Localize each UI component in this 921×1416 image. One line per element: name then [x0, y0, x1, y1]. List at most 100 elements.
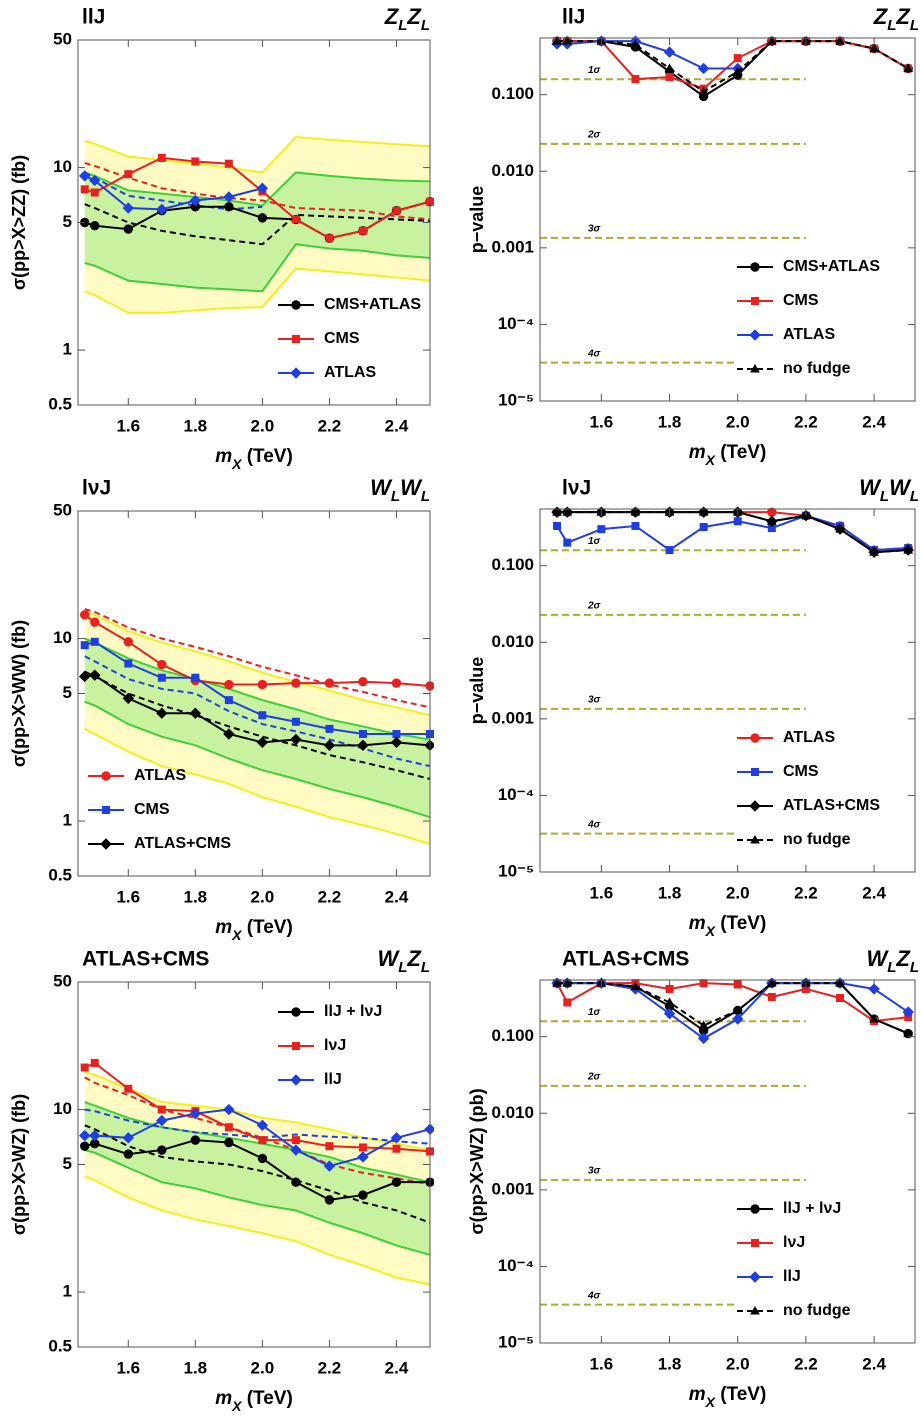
y-tick-label: 5 [63, 683, 72, 702]
plot [78, 608, 434, 845]
marker [80, 641, 89, 650]
plot [540, 506, 914, 835]
sigma-label: 2σ [587, 601, 601, 612]
legend-label: CMS [783, 292, 819, 309]
marker [90, 221, 100, 231]
marker [563, 538, 572, 547]
marker [123, 1149, 133, 1159]
legend-label: lνJ [324, 1037, 346, 1054]
x-tick-label: 2.4 [862, 883, 886, 902]
x-label-main: m [215, 446, 232, 467]
marker [392, 729, 401, 738]
marker [902, 1006, 914, 1018]
marker [258, 711, 267, 720]
marker [156, 707, 168, 719]
band-edge [84, 171, 431, 207]
marker [257, 213, 268, 223]
marker [358, 226, 367, 235]
marker [392, 206, 401, 215]
corner-sub: L [391, 488, 400, 505]
marker [189, 707, 202, 719]
plot [540, 977, 914, 1306]
panel-title: llJ [562, 6, 585, 29]
marker [835, 36, 845, 45]
marker [390, 1132, 403, 1144]
marker [291, 215, 300, 224]
panel-title: ATLAS+CMS [82, 948, 209, 971]
legend-label: llJ + lνJ [324, 1003, 382, 1020]
series-line [557, 511, 909, 552]
marker [767, 992, 776, 1001]
marker [732, 66, 743, 76]
x-tick-label: 2.2 [318, 416, 342, 435]
marker [224, 159, 233, 168]
x-tick-label: 1.8 [658, 1354, 682, 1373]
y-tick-label: 50 [53, 500, 72, 519]
marker [291, 1136, 300, 1145]
marker [631, 521, 640, 530]
series-line [84, 203, 431, 246]
corner-label: WLZL [377, 946, 430, 977]
marker [630, 507, 641, 516]
x-tick-label: 1.8 [184, 416, 208, 435]
corner-sub: L [910, 959, 919, 976]
marker [749, 329, 761, 341]
panel-title: llJ [82, 6, 105, 29]
y-tick-label: 10⁻⁴ [498, 785, 534, 804]
corner-main: W [859, 475, 882, 500]
marker [290, 1144, 302, 1156]
x-axis-label: mX (TeV) [215, 446, 293, 472]
x-tick-label: 1.6 [116, 887, 140, 906]
y-tick-label: 0.001 [491, 708, 534, 727]
marker [224, 679, 234, 690]
series-line [557, 511, 909, 554]
x-tick-label: 2.2 [794, 412, 818, 431]
y-tick-label: 0.5 [48, 1336, 72, 1355]
x-tick-label: 2.0 [726, 412, 750, 431]
marker [291, 1177, 301, 1187]
y-tick-label: 1 [63, 811, 72, 830]
y-tick-label: 10 [53, 1099, 72, 1118]
series-line [557, 982, 909, 1035]
marker [562, 978, 573, 987]
corner-label: WLWL [370, 475, 430, 506]
sigma-label: 2σ [587, 130, 601, 141]
marker [325, 234, 334, 243]
marker [663, 46, 676, 58]
x-label-after: (TeV) [241, 1388, 292, 1409]
legend-label: ATLAS [783, 326, 835, 343]
marker [358, 1190, 368, 1200]
marker [80, 610, 90, 620]
marker [89, 1129, 101, 1142]
marker [224, 1123, 233, 1132]
marker [750, 363, 760, 373]
marker [224, 696, 233, 705]
marker [191, 673, 200, 682]
marker [358, 729, 367, 738]
marker [835, 524, 845, 533]
series-line [84, 1108, 431, 1145]
corner-sub: L [421, 488, 430, 505]
corner-main: W [377, 946, 400, 971]
marker [157, 659, 167, 670]
corner-label: WLZL [866, 946, 919, 977]
marker [562, 507, 573, 516]
marker [903, 63, 914, 72]
corner-main: W [889, 475, 912, 500]
legend-label: ATLAS+CMS [134, 835, 231, 852]
marker [189, 194, 202, 207]
marker [751, 1239, 759, 1247]
marker [123, 224, 133, 234]
marker [751, 768, 759, 776]
sigma-label: 1σ [588, 1007, 601, 1018]
band [84, 638, 430, 818]
marker [291, 717, 300, 726]
marker [664, 63, 675, 72]
marker [665, 546, 674, 555]
marker [292, 1042, 300, 1050]
x-tick-label: 2.0 [251, 1358, 275, 1377]
marker [390, 736, 403, 749]
x-label-sub: X [705, 1394, 717, 1410]
x-label-after: (TeV) [241, 446, 292, 467]
legend-label: no fudge [783, 1302, 851, 1319]
